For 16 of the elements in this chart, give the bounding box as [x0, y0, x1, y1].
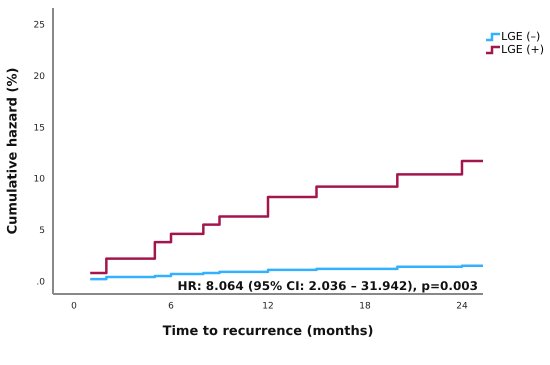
y-tick-label: 15 [34, 123, 45, 134]
y-tick-label: 5 [39, 226, 45, 236]
x-tick-label: 24 [456, 301, 468, 312]
y-tick-label: 10 [34, 174, 46, 185]
y-tick-label: 20 [34, 72, 46, 82]
x-tick-label: 18 [359, 301, 371, 312]
x-tick-label: 6 [168, 301, 174, 312]
x-axis-title: Time to recurrence (months) [162, 324, 374, 339]
y-axis-title: Cumulative hazard (%) [6, 68, 21, 234]
y-tick-label: .0 [36, 277, 46, 288]
y-tick-label: 25 [34, 20, 45, 31]
legend-label: LGE (+) [501, 43, 544, 56]
legend-label: LGE (–) [501, 30, 540, 43]
annotation: HR: 8.064 (95% CI: 2.036 – 31.942), p=0.003 [178, 279, 478, 293]
x-tick-label: 12 [262, 301, 274, 312]
x-tick-label: 0 [71, 301, 78, 312]
